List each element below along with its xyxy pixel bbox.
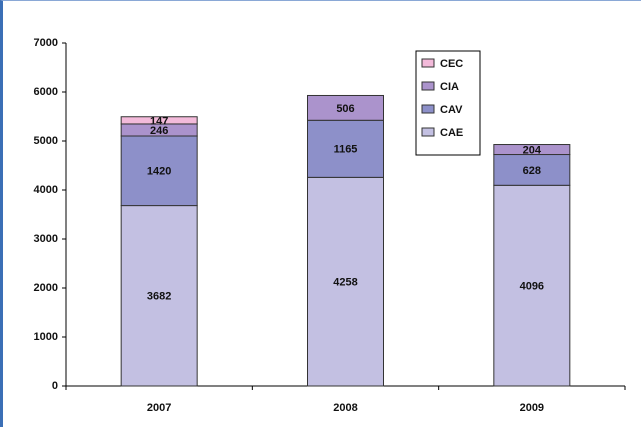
y-tick-label: 6000 (34, 86, 58, 98)
bar-segment (120, 205, 198, 387)
data-label: 147 (150, 115, 168, 127)
y-tick-label: 1000 (34, 331, 58, 343)
legend-label: CIA (440, 81, 459, 93)
data-label: 1165 (334, 144, 358, 156)
data-label: 628 (523, 165, 541, 177)
data-label: 246 (150, 125, 168, 137)
y-tick-label: 7000 (34, 37, 58, 49)
data-label: 204 (523, 144, 542, 156)
y-tick-label: 2000 (34, 282, 58, 294)
bar-segment (493, 184, 571, 387)
x-tick-label: 2008 (333, 402, 357, 414)
data-label: 4258 (333, 277, 357, 289)
y-tick-label: 4000 (34, 184, 58, 196)
y-tick-label: 0 (52, 380, 58, 392)
data-label: 1420 (147, 166, 171, 178)
data-label: 3682 (147, 291, 171, 303)
y-tick-label: 5000 (34, 135, 58, 147)
bar-segment (307, 94, 384, 121)
x-tick-label: 2007 (147, 402, 171, 414)
legend-swatch (421, 81, 435, 91)
bar-segment (307, 176, 384, 387)
legend-swatch (421, 127, 435, 137)
legend-box (415, 50, 481, 156)
legend-swatch (421, 104, 435, 114)
y-tick-label: 3000 (34, 233, 58, 245)
data-label: 4096 (520, 281, 544, 293)
legend-label: CAV (440, 104, 463, 116)
legend-label: CAE (440, 127, 463, 139)
bar-segment (120, 135, 198, 207)
chart: 0 1000 2000 3000 4000 5000 6000 7000 2007 3682 142… (34, 37, 626, 414)
bar-segment (493, 144, 571, 156)
bar-segment (307, 119, 384, 178)
x-tick-label: 2009 (520, 402, 544, 414)
data-label: 506 (336, 103, 354, 115)
legend-label: CEC (440, 58, 463, 70)
legend-swatch (421, 58, 435, 68)
bar-segment (493, 154, 571, 186)
bar-segment (120, 116, 198, 125)
